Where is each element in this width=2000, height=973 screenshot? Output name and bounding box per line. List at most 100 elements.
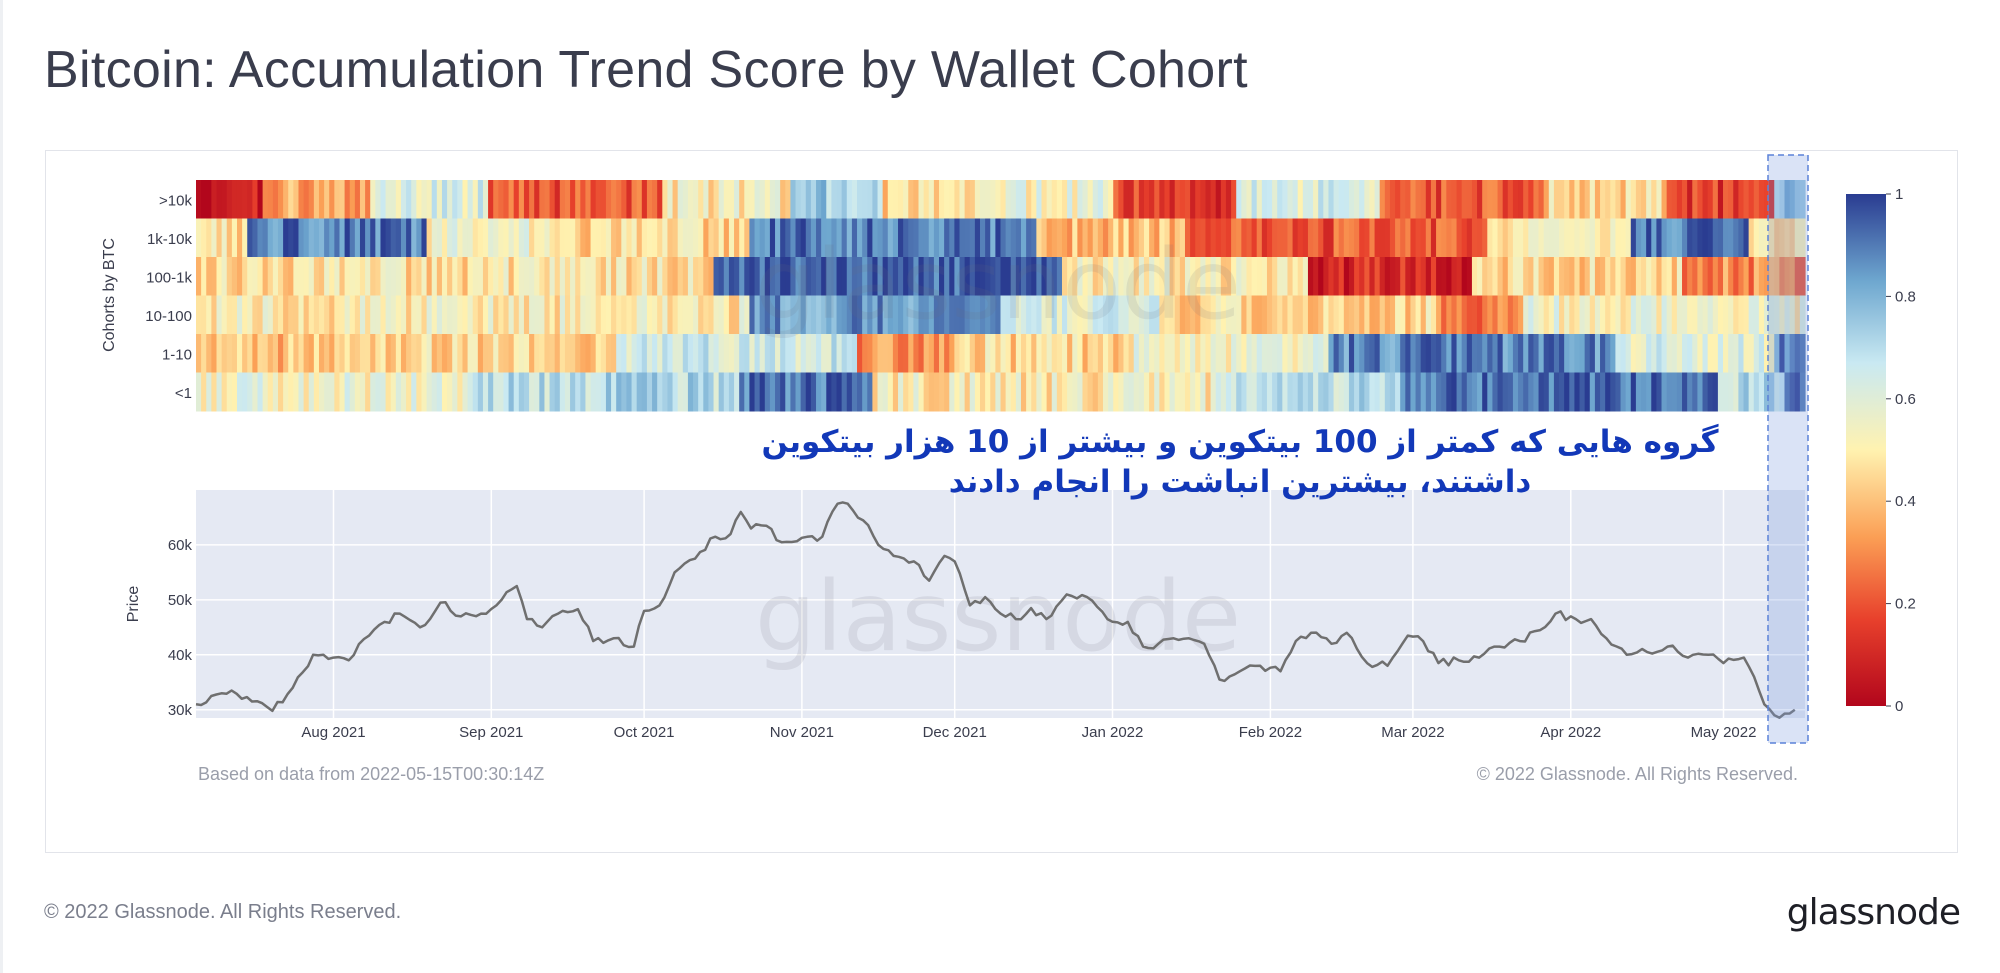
heatmap-cell — [1528, 218, 1535, 258]
heatmap-cell — [493, 180, 499, 219]
heatmap-cell — [636, 218, 643, 258]
heatmap-cell — [939, 372, 945, 412]
heatmap-cell — [1682, 257, 1688, 296]
heatmap-cell — [1784, 295, 1791, 335]
heatmap-cell — [1687, 372, 1693, 412]
heatmap-cell — [318, 180, 325, 219]
heatmap-cell — [1041, 218, 1048, 258]
heatmap-cell — [426, 334, 433, 373]
heatmap-cell — [308, 334, 315, 373]
heatmap-cell — [687, 372, 694, 412]
heatmap-cell — [939, 295, 945, 335]
heatmap-cell — [1579, 218, 1586, 258]
heatmap-cell — [816, 257, 822, 296]
heatmap-cell — [1031, 257, 1037, 296]
heatmap-cell — [1236, 257, 1242, 296]
heatmap-cell — [667, 372, 674, 412]
heatmap-cell — [1056, 257, 1063, 296]
heatmap-cell — [1589, 295, 1596, 335]
heatmap-cell — [1102, 334, 1109, 373]
heatmap-cell — [687, 218, 694, 258]
heatmap-cell — [749, 218, 756, 258]
heatmap-cell — [1523, 180, 1529, 219]
heatmap-cell — [344, 295, 351, 335]
heatmap-cell — [257, 334, 264, 373]
heatmap-cell — [400, 295, 407, 335]
heatmap-cell — [1799, 295, 1806, 335]
heatmap-cell — [523, 218, 530, 258]
heatmap-cell — [1400, 180, 1406, 219]
heatmap-cell — [652, 372, 658, 412]
heatmap-cell — [800, 372, 807, 412]
heatmap-cell — [1036, 257, 1043, 296]
heatmap-cell — [1205, 218, 1212, 258]
heatmap-cell — [1743, 218, 1750, 258]
heatmap-cell — [1056, 180, 1063, 219]
heatmap-cell — [728, 218, 735, 258]
heatmap-cell — [1313, 295, 1319, 335]
heatmap-cell — [1261, 295, 1268, 335]
heatmap-cell — [329, 295, 335, 335]
heatmap-cell — [990, 372, 996, 412]
heatmap-cell — [585, 257, 592, 296]
price-plot-background — [196, 490, 1805, 718]
heatmap-cell — [1184, 218, 1191, 258]
heatmap-cell — [1067, 334, 1073, 373]
heatmap-cell — [1400, 257, 1406, 296]
heatmap-cell — [1471, 257, 1478, 296]
heatmap-cell — [1359, 218, 1365, 258]
heatmap-cell — [1307, 218, 1314, 258]
heatmap-cell — [1543, 334, 1550, 373]
heatmap-cell — [1769, 334, 1775, 373]
heatmap-cell — [790, 295, 797, 335]
heatmap-cell — [980, 295, 986, 335]
heatmap-cell — [1666, 257, 1673, 296]
heatmap-cell — [903, 295, 909, 335]
heatmap-cell — [1082, 372, 1089, 412]
heatmap-cell — [621, 180, 628, 219]
heatmap-cell — [785, 218, 791, 258]
heatmap-cell — [703, 257, 710, 296]
heatmap-cell — [1082, 334, 1089, 373]
heatmap-cell — [1559, 295, 1565, 335]
heatmap-cell — [1410, 295, 1417, 335]
heatmap-cell — [1610, 218, 1616, 258]
heatmap-cell — [1594, 372, 1601, 412]
heatmap-cell — [1779, 257, 1786, 296]
heatmap-cell — [1108, 295, 1114, 335]
heatmap-cell — [288, 218, 294, 258]
heatmap-cell — [1261, 372, 1268, 412]
heatmap-cell — [985, 257, 991, 296]
heatmap-cell — [749, 257, 756, 296]
heatmap-cell — [211, 257, 218, 296]
heatmap-cell — [682, 180, 689, 219]
heatmap-cell — [626, 180, 633, 219]
heatmap-cell — [764, 334, 771, 373]
heatmap-cell — [949, 218, 955, 258]
heatmap-cell — [498, 334, 505, 373]
heatmap-cell — [1179, 372, 1186, 412]
heatmap-cell — [969, 218, 976, 258]
heatmap-cell — [1154, 334, 1160, 373]
heatmap-cell — [457, 218, 464, 258]
heatmap-cell — [493, 334, 499, 373]
heatmap-cell — [1707, 295, 1714, 335]
heatmap-cell — [631, 295, 638, 335]
heatmap-cell — [1553, 257, 1560, 296]
heatmap-cell — [1359, 334, 1365, 373]
heatmap-cell — [1579, 257, 1586, 296]
heatmap-cell — [923, 295, 930, 335]
heatmap-cell — [539, 218, 546, 258]
heatmap-cell — [1528, 295, 1535, 335]
heatmap-cell — [406, 372, 412, 412]
heatmap-cell — [395, 295, 402, 335]
heatmap-cell — [1712, 180, 1719, 219]
heatmap-cell — [677, 180, 684, 219]
heatmap-cell — [1574, 372, 1581, 412]
heatmap-cell — [1594, 180, 1601, 219]
heatmap-cell — [1451, 218, 1458, 258]
heatmap-cell — [1492, 257, 1499, 296]
heatmap-cell — [1061, 180, 1068, 219]
heatmap-cell — [1369, 295, 1376, 335]
heatmap-cell — [585, 180, 592, 219]
